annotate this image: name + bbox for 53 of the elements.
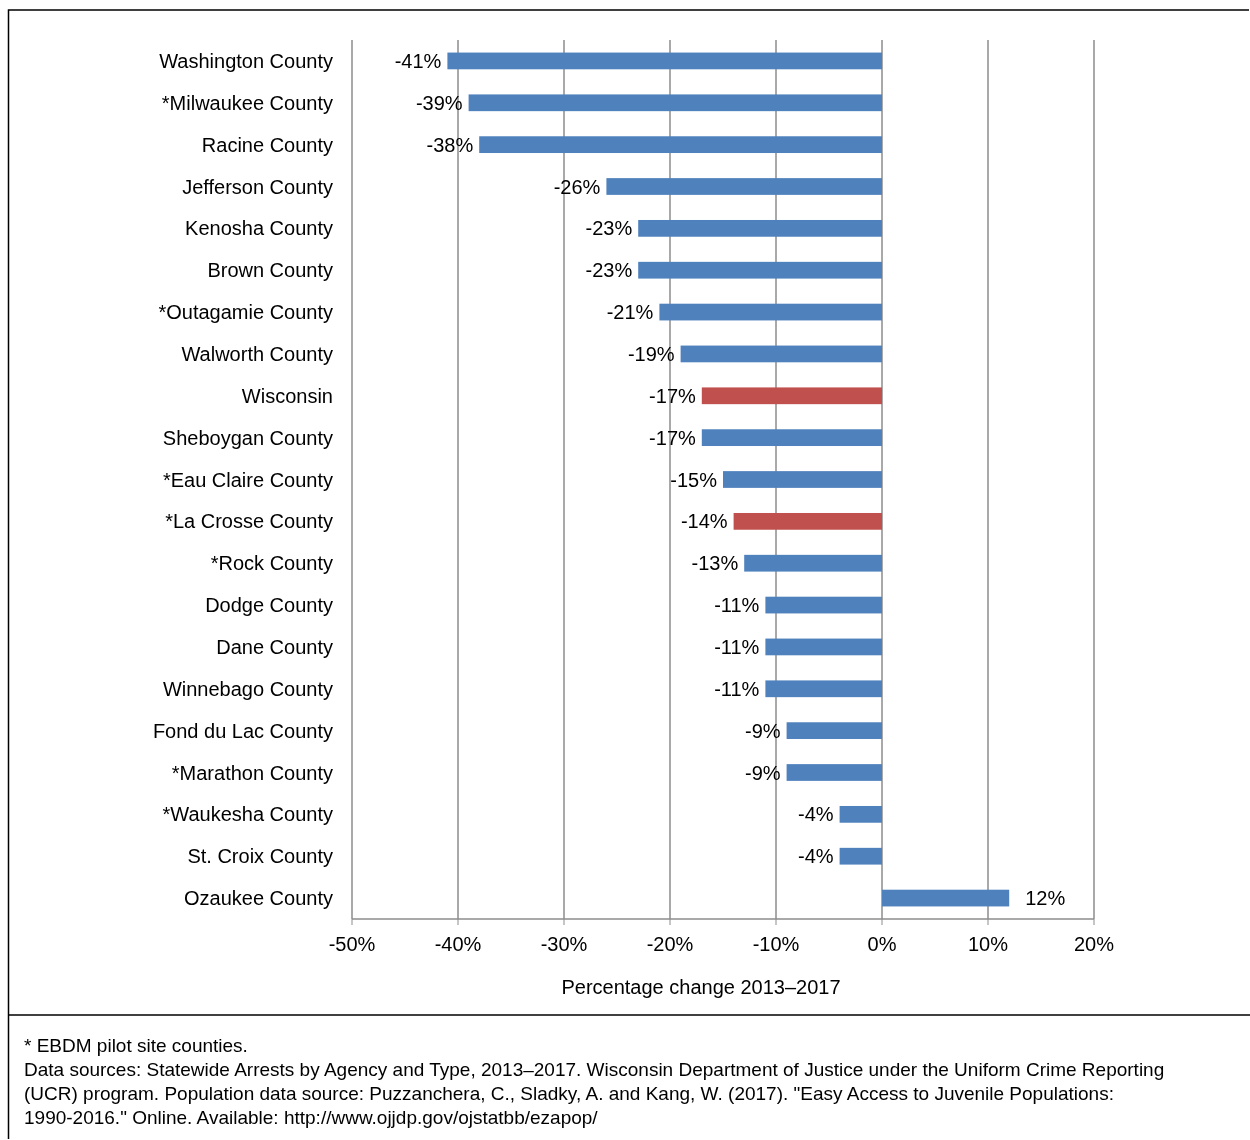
y-tick-label: Washington County [159, 49, 333, 72]
x-tick-label: 0% [867, 933, 897, 955]
y-tick-label: Dodge County [205, 594, 333, 617]
y-tick-label: *Outagamie County [158, 301, 333, 324]
text: * EBDM pilot site counties. [24, 1035, 248, 1056]
text: Data sources: Statewide Arrests by Agency and Type, 2013–2017. Wisconsin Department of Justice under the Uniform Crime Reporting (UCR) program. Population data source: Puzzanchera, C., Sladky, A. and Kang, W. (2017). "Easy Access to Juvenile Populations: 1990-2016." Online. Available: http://www.ojjdp.gov/ojstatbb/ezapop/ [24, 1059, 1165, 1128]
x-tick-label: -30% [540, 933, 588, 955]
x-tick-label: -50% [328, 933, 376, 955]
data-label: 12% [1025, 887, 1066, 910]
x-tick-label: 20% [1073, 933, 1115, 955]
x-tick-label: 10% [967, 933, 1009, 955]
data-label: -11% [714, 677, 760, 700]
data-label: -15% [670, 468, 718, 491]
data-label: -11% [714, 635, 760, 658]
y-tick-label: Walworth County [181, 342, 333, 365]
y-tick-label: Ozaukee County [184, 887, 333, 910]
y-tick-label: Winnebago County [162, 677, 333, 700]
y-tick-label: Racine County [201, 133, 333, 156]
y-tick-label: Brown County [207, 259, 333, 282]
data-label: -17% [649, 426, 696, 449]
data-label: -13% [691, 552, 739, 575]
x-tick-label: -40% [434, 933, 482, 955]
y-tick-label: *Rock County [210, 552, 333, 575]
y-tick-label: *Waukesha County [162, 803, 333, 826]
data-label: -21% [606, 301, 654, 324]
data-label: -9% [745, 761, 781, 784]
data-label: -11% [714, 594, 760, 617]
y-tick-label: *Milwaukee County [161, 91, 333, 114]
y-tick-label: Jefferson County [182, 175, 333, 198]
y-tick-label: Dane County [216, 635, 333, 658]
data-label: -19% [627, 342, 675, 365]
data-label: -4% [798, 845, 834, 868]
data-label: -23% [585, 217, 633, 240]
x-tick-label: -10% [752, 933, 800, 955]
data-label: -23% [585, 259, 633, 282]
data-label: -41% [394, 49, 442, 72]
y-tick-label: *Marathon County [171, 761, 333, 784]
y-tick-label: St. Croix County [187, 845, 333, 868]
x-axis-title: Percentage change 2013–2017 [561, 976, 841, 998]
data-label: -26% [553, 175, 601, 198]
y-tick-label: Kenosha County [185, 217, 333, 240]
data-label: -38% [426, 133, 474, 156]
y-tick-label: Wisconsin [241, 384, 333, 407]
data-label: -14% [680, 510, 728, 533]
data-label: -17% [649, 384, 696, 407]
x-tick-label: -20% [646, 933, 694, 955]
data-label: -4% [798, 803, 834, 826]
data-label: -39% [415, 91, 463, 114]
y-tick-label: *La Crosse County [165, 510, 333, 533]
data-label: -9% [745, 719, 781, 742]
y-tick-label: Sheboygan County [162, 426, 333, 449]
y-tick-label: Fond du Lac County [152, 719, 333, 742]
y-tick-label: *Eau Claire County [162, 468, 333, 491]
